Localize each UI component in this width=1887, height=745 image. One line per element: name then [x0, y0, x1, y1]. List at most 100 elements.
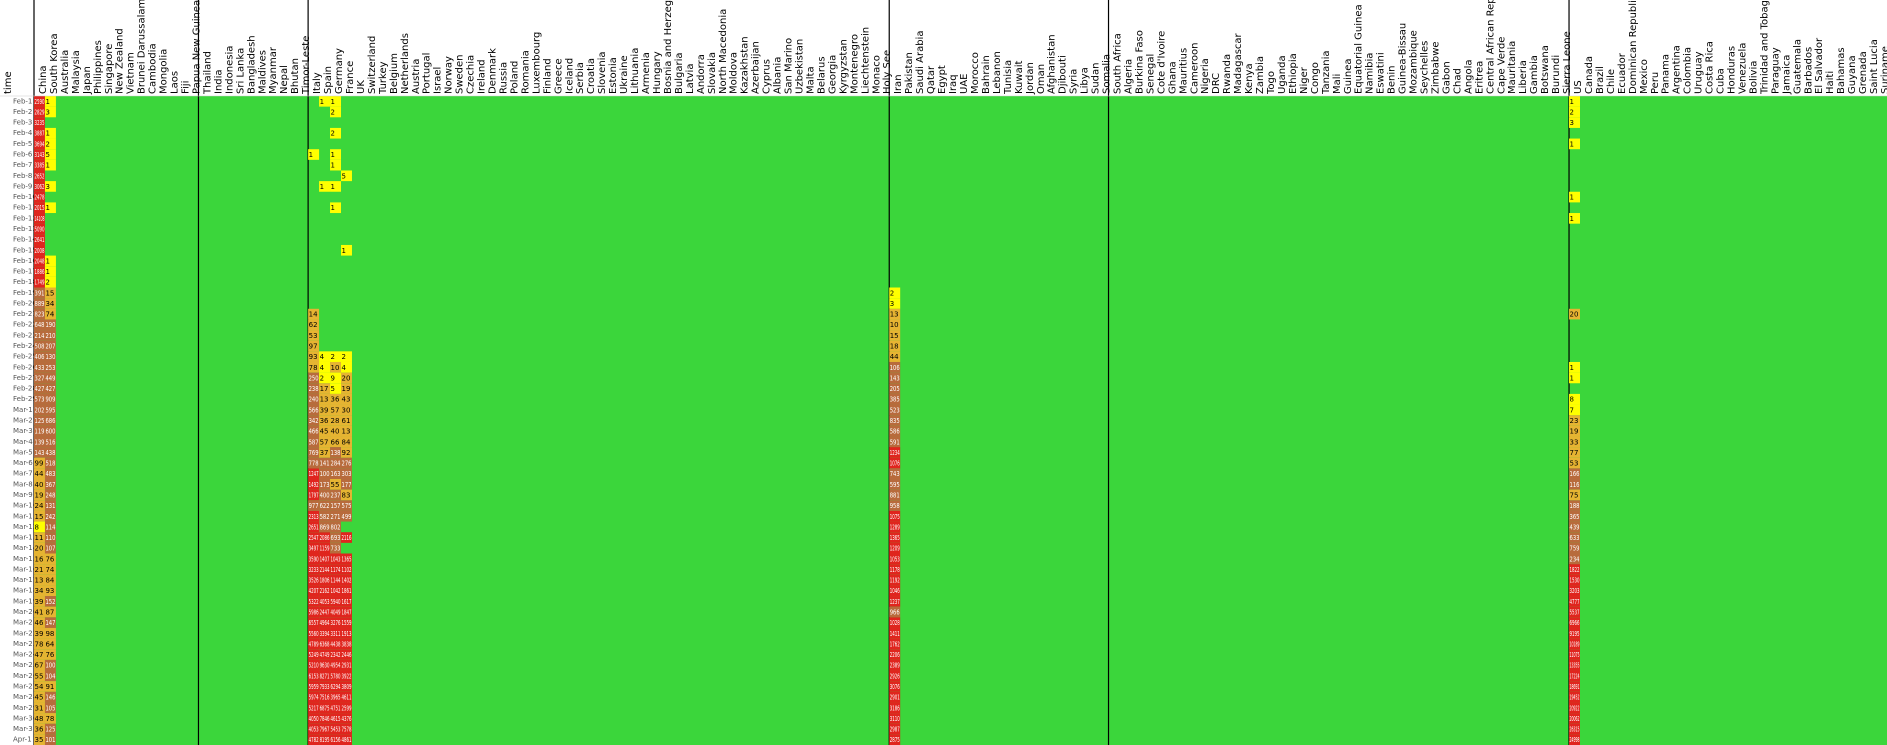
cell — [44, 415, 56, 426]
cell-value: 3186 — [890, 704, 900, 712]
cell — [34, 500, 45, 511]
column-label: Nigeria — [1200, 58, 1211, 94]
date-label: Mar-24 — [13, 651, 38, 659]
cell-value: 3497 — [309, 545, 319, 553]
cell — [1569, 649, 1580, 660]
cell — [889, 713, 901, 724]
cell-value: 1559 — [342, 619, 352, 627]
cell-value: 3809 — [342, 683, 352, 691]
cell-value: 365 — [1570, 513, 1580, 521]
cell — [34, 255, 45, 267]
cell-value: 1492 — [309, 481, 319, 489]
cell-value: 1102 — [342, 566, 352, 574]
cell — [330, 574, 342, 586]
cell — [330, 617, 342, 628]
cell-value: 2446 — [342, 651, 352, 659]
column-label: Cape Verde — [1496, 37, 1507, 94]
column-label: Uruguay — [1694, 51, 1705, 94]
column-label: Portugal — [422, 53, 433, 94]
cell — [330, 404, 342, 416]
cell-value: 4 — [320, 364, 325, 372]
cell — [308, 149, 320, 160]
cell-value: 966 — [890, 609, 900, 617]
cell — [308, 659, 320, 671]
cell — [341, 393, 352, 405]
date-label: Mar-9 — [13, 491, 33, 499]
cell — [1569, 734, 1580, 745]
cell — [44, 266, 56, 277]
cell-value: 2 — [890, 289, 894, 297]
cell — [308, 627, 320, 639]
cell-value: 92 — [342, 449, 351, 457]
cell — [34, 159, 45, 171]
cell — [319, 564, 331, 575]
column-label: Mozambique — [1409, 30, 1420, 94]
date-label: Feb-4 — [13, 129, 33, 137]
cell — [341, 500, 352, 511]
column-label: Ecuador — [1617, 52, 1628, 94]
cell — [1569, 542, 1580, 554]
cell-value: 1 — [331, 98, 335, 106]
cell — [308, 404, 320, 416]
cell-value: 125 — [45, 726, 55, 734]
cell-value: 438 — [45, 449, 55, 457]
cell — [341, 723, 352, 735]
cell — [44, 479, 56, 490]
cell — [330, 596, 342, 607]
cell — [308, 415, 320, 426]
column-label: Fiji — [181, 81, 192, 94]
cell-value: 5210 — [309, 662, 319, 670]
cell — [44, 351, 56, 362]
cell-value: 44 — [35, 470, 44, 478]
cell-value: 47 — [35, 651, 44, 659]
cell-value: 105 — [45, 704, 55, 712]
cell-value: 3 — [890, 300, 894, 308]
cell-value: 240 — [309, 396, 319, 404]
cell-value: 147 — [45, 619, 55, 627]
column-label: Benin — [1387, 66, 1398, 94]
cell — [308, 691, 320, 703]
cell-value: 1144 — [331, 577, 341, 585]
cell-value: 8 — [1570, 396, 1574, 404]
column-label: Singapore — [104, 44, 115, 94]
date-label: Mar-2 — [13, 417, 33, 425]
cell — [341, 659, 352, 671]
cell-value: 3276 — [331, 619, 341, 627]
column-label: Cambodia — [148, 43, 159, 94]
cell-value: 1861 — [342, 587, 352, 595]
column-label: Belarus — [816, 56, 827, 94]
date-label: Mar-30 — [13, 714, 37, 722]
cell — [44, 298, 56, 309]
cell-value: 1043 — [331, 555, 341, 563]
cell — [44, 681, 56, 692]
column-label: Burkina Faso — [1134, 30, 1145, 94]
column-label: Mauritius — [1178, 48, 1189, 94]
cell-value: 9195 — [1570, 630, 1580, 638]
cell — [330, 106, 342, 118]
cell-value: 633 — [1570, 534, 1580, 542]
cell-value: 9 — [331, 374, 335, 382]
column-label: Libya — [1080, 67, 1091, 94]
cell-value: 2599 — [342, 704, 352, 712]
cell-value: 3311 — [331, 630, 341, 638]
cell-value: 2 — [331, 353, 335, 361]
cell-value: 2931 — [342, 662, 352, 670]
cell — [889, 308, 901, 320]
cell-value: 77 — [1570, 449, 1579, 457]
column-label: Zambia — [1255, 56, 1266, 94]
column-label: Burundi — [1551, 55, 1562, 94]
column-label: Uzbekistan — [795, 39, 806, 94]
date-label: Feb-19 — [13, 289, 37, 297]
cell — [889, 723, 901, 735]
cell-value: 7846 — [320, 715, 330, 723]
cell — [319, 553, 331, 565]
cell — [308, 447, 320, 458]
column-label: Equatorial Guinea — [1354, 4, 1365, 94]
cell — [308, 713, 320, 724]
cell — [330, 361, 342, 373]
cell-value: 131 — [45, 502, 55, 510]
cell-value: 566 — [309, 406, 319, 414]
cell — [1569, 532, 1580, 543]
date-label: Mar-16 — [13, 565, 38, 573]
cell — [319, 723, 331, 735]
